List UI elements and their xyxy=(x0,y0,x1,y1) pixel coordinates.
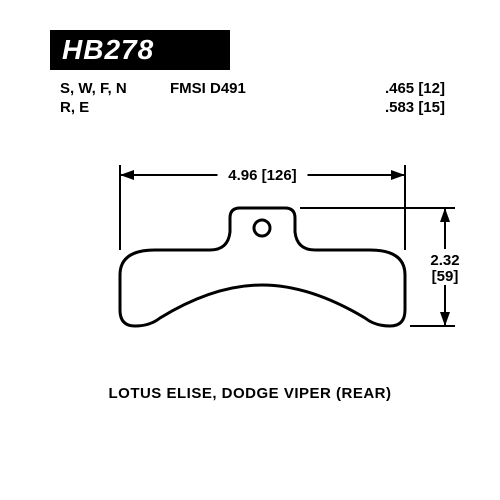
arrow-icon xyxy=(391,170,405,180)
height-dimension-in: 2.32 xyxy=(430,252,459,269)
application-caption: LOTUS ELISE, DODGE VIPER (REAR) xyxy=(0,385,500,402)
width-dimension: 4.96 [126] xyxy=(228,167,296,184)
drawing-svg: 4.96 [126] 2.32 [59] xyxy=(0,0,500,500)
mounting-hole xyxy=(254,220,270,236)
arrow-icon xyxy=(440,208,450,222)
arrow-icon xyxy=(440,312,450,326)
height-dimension-mm: [59] xyxy=(432,268,459,285)
arrow-icon xyxy=(120,170,134,180)
diagram-stage: { "header": { "part_number": "HB278" }, … xyxy=(0,0,500,500)
